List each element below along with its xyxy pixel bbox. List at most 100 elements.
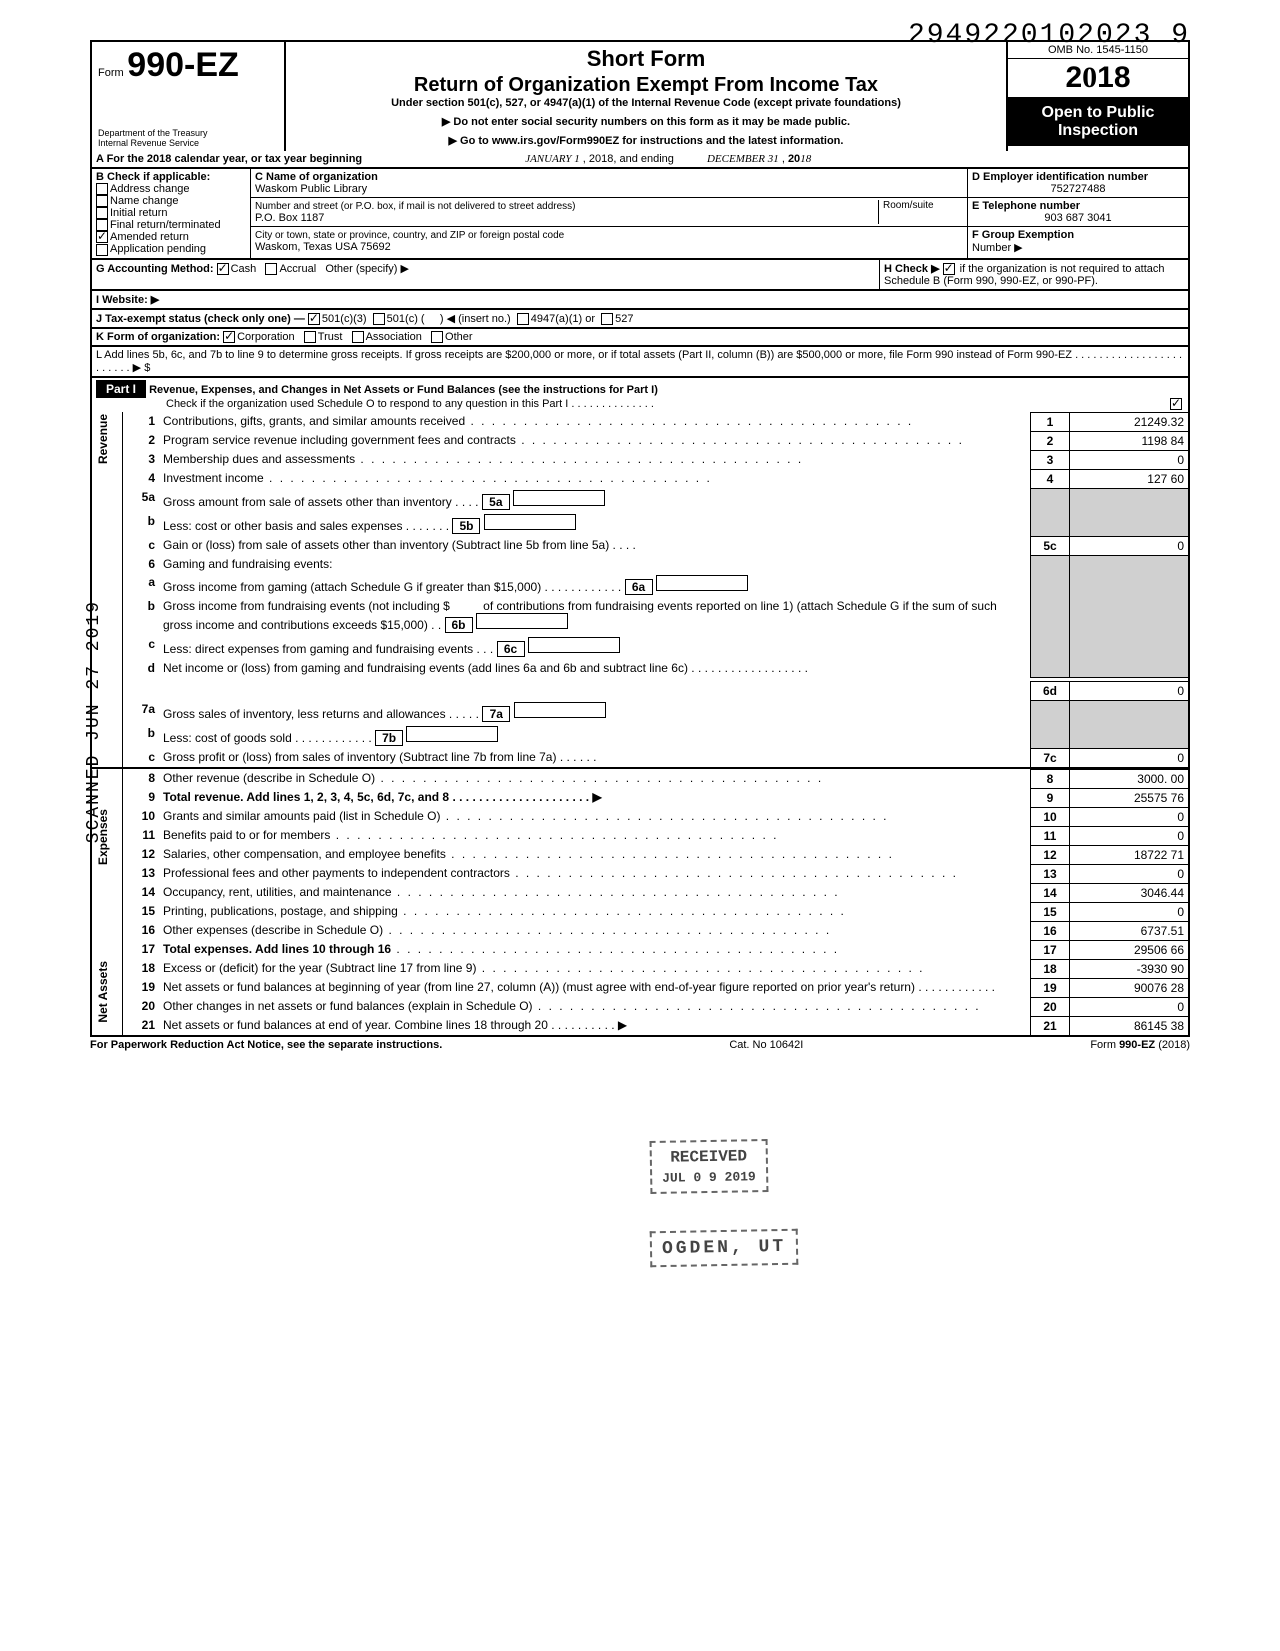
l15-text: Printing, publications, postage, and shi… <box>159 902 1031 921</box>
l3-box: 3 <box>1031 450 1070 469</box>
l12-text: Salaries, other compensation, and employ… <box>159 845 1031 864</box>
l14-amt: 3046.44 <box>1070 883 1190 902</box>
l6b-subamt <box>476 613 568 629</box>
l6d-text: Net income or (loss) from gaming and fun… <box>159 659 1031 677</box>
form-label: Form <box>98 67 124 79</box>
l6a-text: Gross income from gaming (attach Schedul… <box>159 573 1031 597</box>
dln-number: 2949220102023 9 <box>908 20 1190 51</box>
opt-final-return: Final return/terminated <box>110 219 221 231</box>
l5c-num: c <box>123 536 160 555</box>
chk-4947[interactable] <box>517 313 529 325</box>
line-a-begin: JANUARY 1 <box>525 153 580 165</box>
opt-accrual: Accrual <box>279 263 316 275</box>
chk-cash[interactable] <box>217 263 229 275</box>
l5b-subbox: 5b <box>452 518 480 534</box>
l14-num: 14 <box>123 883 160 902</box>
org-name: Waskom Public Library <box>255 183 367 195</box>
chk-other-org[interactable] <box>431 331 443 343</box>
l17-text: Total expenses. Add lines 10 through 16 <box>159 940 1031 959</box>
l15-amt: 0 <box>1070 902 1190 921</box>
l6d-amt: 0 <box>1070 681 1190 700</box>
street-value: P.O. Box 1187 <box>255 212 324 224</box>
street-label: Number and street (or P.O. box, if mail … <box>255 201 576 212</box>
tax-year: 20201818 <box>1008 59 1188 98</box>
l11-num: 11 <box>123 826 160 845</box>
chk-corp[interactable] <box>223 331 235 343</box>
opt-assoc: Association <box>366 331 422 343</box>
l13-amt: 0 <box>1070 864 1190 883</box>
l6b-num: b <box>123 597 160 635</box>
line-a-mid: , 2018, and ending <box>583 153 674 165</box>
l5c-box: 5c <box>1031 536 1070 555</box>
opt-other-specify: Other (specify) ▶ <box>325 263 409 275</box>
tel-value: 903 687 3041 <box>972 212 1184 224</box>
l5a-subbox: 5a <box>482 494 510 510</box>
chk-accrual[interactable] <box>265 263 277 275</box>
footer-mid: Cat. No 10642I <box>729 1039 803 1051</box>
l10-num: 10 <box>123 807 160 826</box>
chk-amended-return[interactable] <box>96 231 108 243</box>
opt-cash: Cash <box>231 263 257 275</box>
l7a-text: Gross sales of inventory, less returns a… <box>159 700 1031 724</box>
chk-501c[interactable] <box>373 313 385 325</box>
line-k-label: K Form of organization: <box>96 331 220 343</box>
l17-box: 17 <box>1031 940 1070 959</box>
l14-box: 14 <box>1031 883 1070 902</box>
l5b-num: b <box>123 512 160 536</box>
l12-amt: 18722 71 <box>1070 845 1190 864</box>
l21-box: 21 <box>1031 1016 1070 1036</box>
l6b-text: Gross income from fundraising events (no… <box>159 597 1031 635</box>
chk-application-pending[interactable] <box>96 244 108 256</box>
l7c-amt: 0 <box>1070 748 1190 768</box>
l8-amt: 3000. 00 <box>1070 769 1190 788</box>
l3-text: Membership dues and assessments <box>159 450 1031 469</box>
l19-box: 19 <box>1031 978 1070 997</box>
opt-501c3: 501(c)(3) <box>322 313 367 325</box>
l6c-text: Less: direct expenses from gaming and fu… <box>159 635 1031 659</box>
l7b-subamt <box>406 726 498 742</box>
chk-name-change[interactable] <box>96 195 108 207</box>
l20-box: 20 <box>1031 997 1070 1016</box>
l6a-num: a <box>123 573 160 597</box>
l11-box: 11 <box>1031 826 1070 845</box>
line-i-label: I Website: ▶ <box>96 294 159 306</box>
l7a-num: 7a <box>123 700 160 724</box>
l16-amt: 6737.51 <box>1070 921 1190 940</box>
l5b-subamt <box>484 514 576 530</box>
chk-trust[interactable] <box>304 331 316 343</box>
l6c-subbox: 6c <box>497 641 525 657</box>
side-revenue: Revenue <box>96 414 110 464</box>
l15-num: 15 <box>123 902 160 921</box>
l9-amt: 25575 76 <box>1070 788 1190 807</box>
form-number-box: Form 990-EZ Department of the Treasury I… <box>92 42 286 151</box>
l20-amt: 0 <box>1070 997 1190 1016</box>
l5a-num: 5a <box>123 488 160 512</box>
l1-box: 1 <box>1031 412 1070 431</box>
l3-amt: 0 <box>1070 450 1190 469</box>
chk-501c3[interactable] <box>308 313 320 325</box>
l2-amt: 1198 84 <box>1070 431 1190 450</box>
room-suite-label: Room/suite <box>878 200 963 224</box>
short-form-title: Short Form <box>292 46 1000 72</box>
l6a-subbox: 6a <box>625 579 653 595</box>
l10-text: Grants and similar amounts paid (list in… <box>159 807 1031 826</box>
line-j-label: J Tax-exempt status (check only one) — <box>96 313 305 325</box>
l20-num: 20 <box>123 997 160 1016</box>
chk-initial-return[interactable] <box>96 207 108 219</box>
chk-schedule-b[interactable] <box>943 263 955 275</box>
line-f-label: F Group Exemption <box>972 229 1074 241</box>
chk-address-change[interactable] <box>96 183 108 195</box>
chk-assoc[interactable] <box>352 331 364 343</box>
l5a-subamt <box>513 490 605 506</box>
opt-corp: Corporation <box>237 331 294 343</box>
l9-box: 9 <box>1031 788 1070 807</box>
l9-num: 9 <box>123 788 160 807</box>
chk-527[interactable] <box>601 313 613 325</box>
ssn-warning: ▶ Do not enter social security numbers o… <box>292 115 1000 128</box>
opt-insert-no: ) ◀ (insert no.) <box>440 313 511 325</box>
l17-amt: 29506 66 <box>1070 940 1190 959</box>
l12-box: 12 <box>1031 845 1070 864</box>
chk-schedule-o[interactable] <box>1170 398 1182 410</box>
opt-address-change: Address change <box>110 183 190 195</box>
opt-527: 527 <box>615 313 633 325</box>
